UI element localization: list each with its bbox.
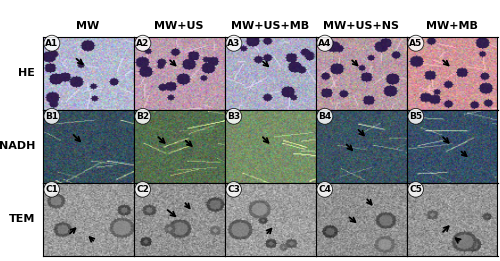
Text: MW+MB: MW+MB	[426, 21, 478, 31]
Text: MW+US+NS: MW+US+NS	[323, 21, 399, 31]
Text: A4: A4	[318, 39, 332, 48]
Text: B5: B5	[409, 112, 422, 121]
Text: HE: HE	[18, 68, 35, 78]
Text: B3: B3	[227, 112, 240, 121]
Text: MW: MW	[76, 21, 100, 31]
Text: A3: A3	[227, 39, 240, 48]
Text: B2: B2	[136, 112, 149, 121]
Text: A2: A2	[136, 39, 149, 48]
Text: C5: C5	[409, 185, 422, 194]
Text: A1: A1	[45, 39, 59, 48]
Text: C4: C4	[318, 185, 331, 194]
Text: MW+US: MW+US	[154, 21, 204, 31]
Text: B4: B4	[318, 112, 332, 121]
Text: NADH: NADH	[0, 141, 35, 151]
Text: TEM: TEM	[8, 214, 35, 224]
Text: C1: C1	[45, 185, 58, 194]
Text: MW+US+MB: MW+US+MB	[231, 21, 309, 31]
Text: A5: A5	[409, 39, 422, 48]
Text: C2: C2	[136, 185, 149, 194]
Text: C3: C3	[227, 185, 240, 194]
Text: B1: B1	[45, 112, 59, 121]
